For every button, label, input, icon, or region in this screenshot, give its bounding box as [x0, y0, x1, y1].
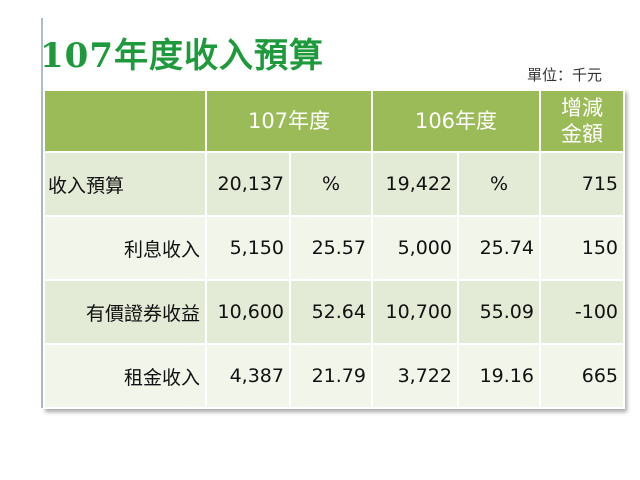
percent-106: 25.74: [457, 215, 541, 281]
value-107: 20,137: [205, 151, 291, 217]
value-106: 19,422: [371, 151, 459, 217]
diff-value: 715: [539, 151, 625, 217]
table-row: 收入預算 20,137 % 19,422 % 715: [43, 151, 625, 217]
value-106: 3,722: [371, 343, 459, 409]
row-label: 收入預算: [43, 151, 207, 217]
budget-table: 107年度 106年度 增減金額 收入預算 20,137 % 19,422 % …: [43, 89, 625, 409]
percent-106: 19.16: [457, 343, 541, 409]
value-106: 10,700: [371, 279, 459, 345]
row-label: 利息收入: [43, 215, 207, 281]
table-header-row: 107年度 106年度 增減金額: [43, 89, 625, 153]
slide-left-rule: [41, 18, 43, 408]
unit-label: 單位：千元: [527, 66, 603, 84]
value-106: 5,000: [371, 215, 459, 281]
diff-value: 150: [539, 215, 625, 281]
header-diff-text: 增減金額: [561, 96, 603, 146]
header-blank: [43, 89, 207, 153]
header-106: 106年度: [371, 89, 541, 153]
header-diff: 增減金額: [539, 89, 625, 153]
diff-value: 665: [539, 343, 625, 409]
percent-107: 52.64: [289, 279, 373, 345]
value-107: 10,600: [205, 279, 291, 345]
table-row: 租金收入 4,387 21.79 3,722 19.16 665: [43, 343, 625, 409]
percent-107: 21.79: [289, 343, 373, 409]
row-label: 有價證券收益: [43, 279, 207, 345]
percent-107: %: [289, 151, 373, 217]
row-label: 租金收入: [43, 343, 207, 409]
header-107: 107年度: [205, 89, 373, 153]
percent-106: 55.09: [457, 279, 541, 345]
table-row: 利息收入 5,150 25.57 5,000 25.74 150: [43, 215, 625, 281]
table-row: 有價證券收益 10,600 52.64 10,700 55.09 -100: [43, 279, 625, 345]
percent-106: %: [457, 151, 541, 217]
diff-value: -100: [539, 279, 625, 345]
value-107: 5,150: [205, 215, 291, 281]
value-107: 4,387: [205, 343, 291, 409]
page-title: 107年度收入預算: [40, 36, 324, 76]
percent-107: 25.57: [289, 215, 373, 281]
